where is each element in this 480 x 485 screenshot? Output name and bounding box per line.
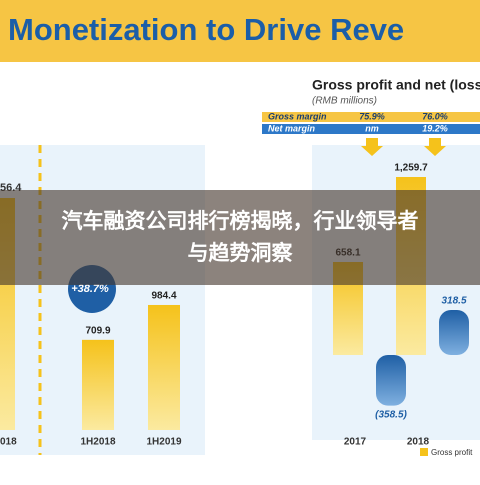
table-row (262, 112, 480, 122)
table-cell: Net margin (268, 123, 316, 133)
value-label: 709.9 (85, 325, 110, 336)
header-band (0, 0, 480, 62)
legend-label: Gross profit (431, 448, 473, 457)
header-title: Monetization to Drive Reve (8, 12, 404, 47)
bar (82, 339, 114, 430)
table-row (262, 124, 480, 134)
legend-swatch (420, 448, 428, 456)
table-cell: 19.2% (422, 123, 448, 133)
bar (376, 355, 406, 406)
bar (148, 304, 180, 430)
table-cell: nm (365, 123, 379, 133)
table-cell: 76.0% (422, 111, 448, 121)
overlay-band (0, 190, 480, 285)
table-cell: 75.9% (359, 111, 385, 121)
x-label: 2017 (344, 437, 367, 448)
value-label: 1,259.7 (394, 163, 428, 174)
value-label: 984.4 (151, 291, 176, 302)
table-cell: Gross margin (268, 111, 327, 121)
arrow (361, 138, 383, 156)
x-label: 2018 (407, 437, 430, 448)
bar (439, 309, 469, 355)
right-title: Gross profit and net (loss (312, 77, 480, 93)
x-label: 1H2019 (146, 437, 181, 448)
x-label: 1H2018 (80, 437, 115, 448)
cropped-category: 018 (0, 437, 17, 448)
arrow (424, 138, 446, 156)
value-label: 318.5 (441, 296, 466, 307)
overlay-title: 汽车融资公司排行榜揭晓，行业领导者与趋势洞察 (62, 209, 419, 265)
growth-label: +38.7% (71, 283, 109, 295)
value-label: (358.5) (375, 409, 407, 420)
right-subtitle: (RMB millions) (312, 96, 377, 107)
